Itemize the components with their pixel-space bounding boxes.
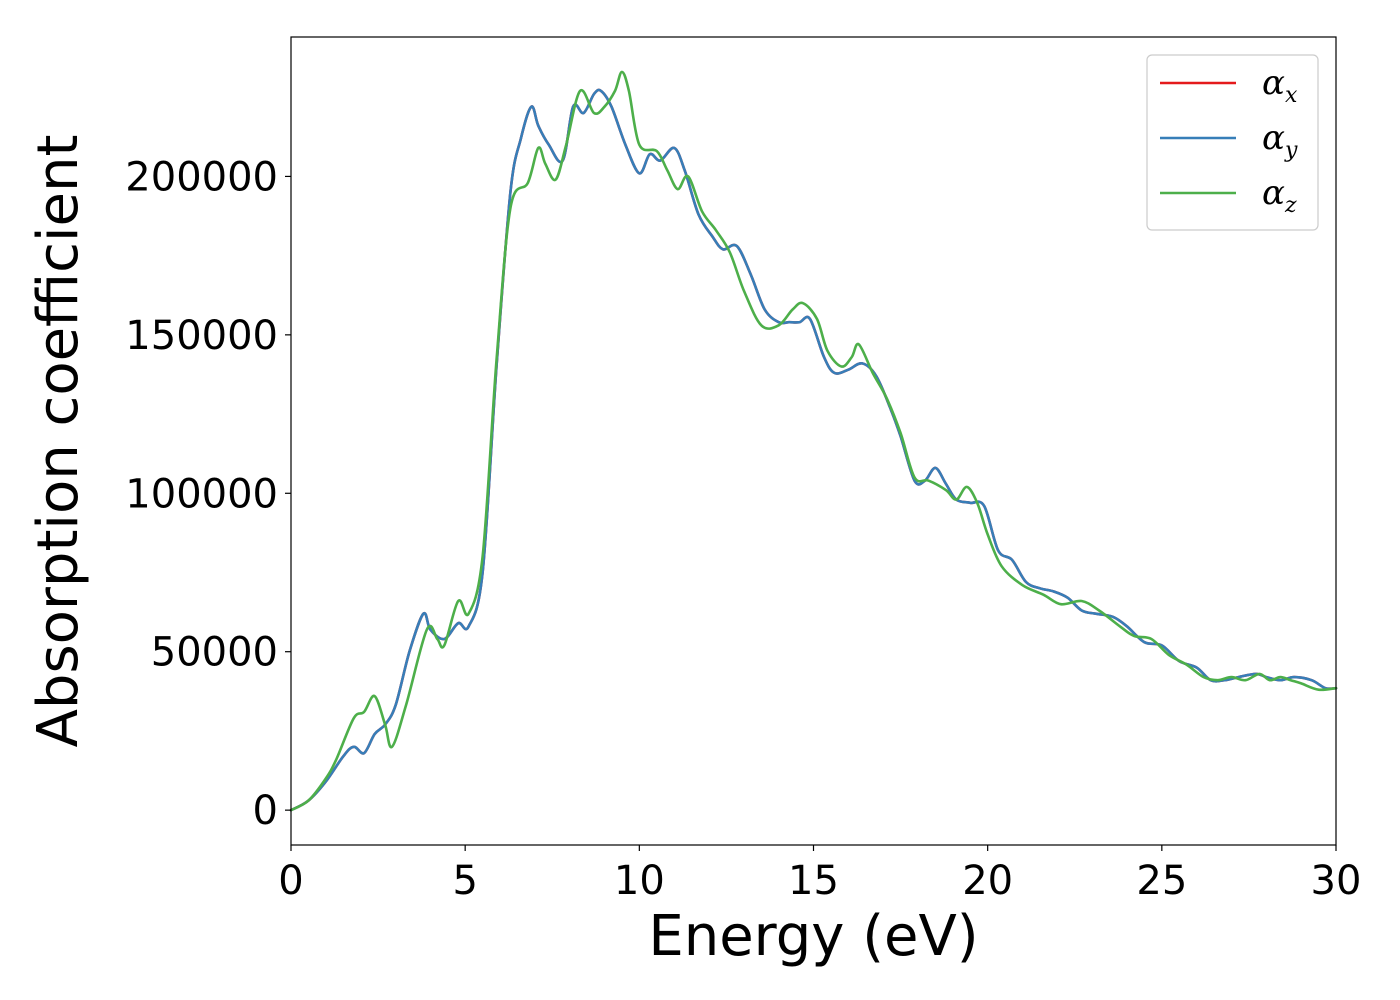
x-tick-label: 25 (1136, 858, 1187, 904)
series-line-alpha-y (289, 88, 1338, 812)
y-axis-label: Absorption coefficient (26, 135, 91, 748)
x-axis-label: Energy (eV) (648, 904, 978, 969)
series-line-alpha-z (289, 70, 1338, 812)
x-tick-label: 30 (1311, 858, 1362, 904)
y-tick-label: 50000 (151, 630, 278, 676)
y-tick-label: 150000 (125, 313, 278, 359)
y-tick-label: 100000 (125, 471, 278, 517)
y-tick-label: 0 (253, 788, 278, 834)
legend-box (1146, 54, 1319, 231)
y-tick-label: 200000 (125, 154, 278, 200)
x-tick-label: 0 (278, 858, 303, 904)
y-axis-ticks: 0 50000 100000 150000 200000 (125, 154, 291, 834)
x-axis-ticks: 0 5 10 15 20 25 30 (278, 845, 1361, 904)
x-tick-label: 5 (452, 858, 477, 904)
x-tick-label: 20 (962, 858, 1013, 904)
x-tick-label: 10 (614, 858, 665, 904)
x-tick-label: 15 (788, 858, 839, 904)
series-layer (289, 70, 1338, 812)
